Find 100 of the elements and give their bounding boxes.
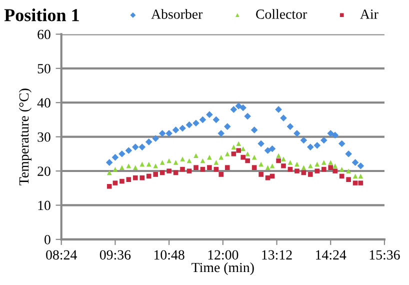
point — [120, 165, 124, 170]
point — [138, 144, 146, 150]
legend-label: Air — [360, 10, 378, 19]
point — [224, 123, 231, 130]
y-tick-label: 60 — [38, 30, 50, 40]
point — [294, 162, 300, 167]
x-axis-title: Time (min) — [192, 262, 254, 276]
x-tick-label: 12:00 — [208, 250, 238, 260]
chart-title: Position 1 — [4, 8, 79, 22]
point — [327, 130, 334, 137]
point — [346, 177, 351, 182]
point — [258, 162, 264, 167]
point — [332, 132, 338, 138]
point — [200, 158, 206, 164]
point — [270, 163, 275, 168]
point — [224, 151, 230, 156]
point — [281, 156, 286, 162]
point — [172, 126, 180, 134]
point — [294, 168, 300, 174]
point — [276, 158, 281, 164]
point — [126, 163, 132, 168]
point — [179, 124, 186, 132]
point — [308, 172, 313, 177]
point — [339, 166, 344, 172]
point — [314, 162, 320, 167]
point — [358, 174, 364, 179]
point — [146, 162, 152, 167]
point — [281, 163, 286, 168]
x-tick-label: 08:24 — [46, 250, 77, 260]
point — [264, 147, 272, 154]
x-tick-label: 09:36 — [100, 250, 131, 260]
point — [240, 146, 246, 152]
point — [186, 168, 192, 174]
point — [173, 160, 178, 165]
point — [212, 116, 220, 124]
point — [294, 130, 300, 137]
point — [186, 121, 193, 128]
point — [236, 141, 242, 146]
point — [125, 147, 132, 154]
x-tick-label: 14:24 — [316, 250, 346, 260]
point — [112, 154, 119, 161]
point — [145, 138, 152, 146]
point — [301, 165, 306, 170]
point — [166, 158, 172, 164]
y-tick-label: 50 — [38, 64, 50, 74]
point — [265, 165, 270, 170]
point — [328, 165, 334, 170]
point — [236, 148, 242, 153]
point — [207, 165, 212, 170]
point — [339, 174, 344, 179]
point — [357, 162, 364, 170]
point — [214, 160, 219, 165]
point — [250, 126, 258, 134]
point — [166, 168, 172, 174]
point — [346, 168, 351, 174]
point — [118, 150, 126, 158]
point — [158, 130, 166, 137]
point — [332, 163, 338, 168]
point — [132, 165, 138, 170]
point — [224, 165, 230, 170]
legend-label: Collector — [256, 9, 308, 19]
y-tick-label: 10 — [38, 200, 50, 210]
point — [270, 174, 275, 179]
point — [321, 160, 326, 165]
point — [245, 151, 250, 156]
point — [192, 120, 200, 127]
point — [358, 180, 364, 186]
point — [132, 144, 139, 150]
point — [352, 180, 358, 186]
point — [307, 144, 314, 150]
point — [153, 172, 158, 177]
point — [132, 175, 138, 180]
point — [194, 153, 198, 158]
point — [231, 151, 236, 156]
y-tick-label: 0 — [44, 234, 50, 244]
point — [300, 136, 308, 144]
point — [328, 160, 334, 165]
point — [140, 175, 145, 180]
y-axis-title: Temperature (°C) — [18, 88, 32, 186]
point — [308, 163, 313, 168]
point — [275, 106, 282, 113]
x-tick-label: 13:12 — [262, 250, 292, 260]
point — [244, 112, 251, 120]
legend-label: Absorber — [151, 9, 203, 19]
point — [153, 163, 158, 168]
point — [338, 140, 346, 148]
point — [160, 160, 165, 165]
point — [314, 168, 320, 174]
point — [252, 165, 257, 170]
y-tick-label: 40 — [37, 98, 50, 108]
point — [258, 172, 264, 177]
point — [352, 159, 359, 166]
point — [332, 168, 338, 174]
point — [146, 174, 152, 179]
y-tick-label: 30 — [38, 132, 50, 142]
point — [152, 135, 159, 142]
point — [286, 123, 294, 130]
point — [280, 114, 287, 122]
point — [258, 140, 264, 148]
x-tick-label: 15:36 — [370, 250, 400, 260]
